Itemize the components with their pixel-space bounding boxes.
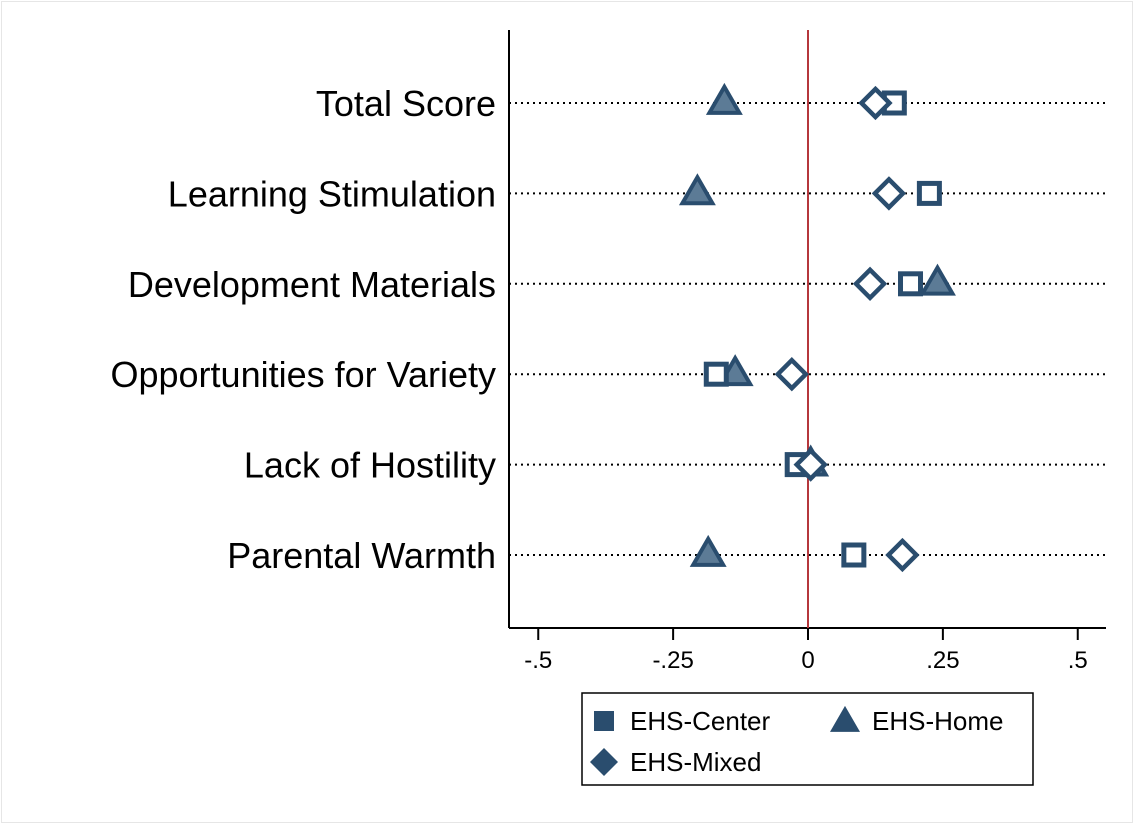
category-label: Opportunities for Variety	[110, 354, 496, 395]
category-label: Learning Stimulation	[168, 173, 496, 214]
x-tick-label: .25	[926, 647, 959, 674]
marker-diamond-ehs-mixed	[774, 357, 809, 392]
marker-square-ehs-center	[898, 271, 924, 297]
marker-triangle-ehs-home	[705, 82, 743, 115]
legend-label: EHS-Mixed	[630, 747, 761, 777]
marker-triangle-ehs-home	[689, 534, 727, 567]
marker-square-ehs-center	[703, 361, 729, 387]
legend-label: EHS-Center	[630, 706, 770, 736]
legend-square-icon	[594, 711, 614, 731]
x-tick-label: -.25	[652, 647, 693, 674]
marker-diamond-ehs-mixed	[871, 176, 907, 211]
category-labels: Total Score Learning Stimulation Developme…	[110, 83, 496, 576]
x-axis-ticks: -.5 -.25 0 .25 .5	[524, 628, 1088, 674]
legend-box	[581, 692, 1034, 786]
x-tick-label: -.5	[524, 647, 552, 674]
legend-label: EHS-Home	[872, 706, 1003, 736]
marker-triangle-ehs-home	[919, 263, 956, 296]
marker-diamond-ehs-mixed	[852, 266, 888, 301]
marker-triangle-ehs-home	[678, 173, 716, 206]
category-label: Lack of Hostility	[244, 445, 496, 486]
marker-square-ehs-center	[916, 180, 942, 206]
legend: EHS-Center EHS-Home EHS-Mixed	[581, 692, 1034, 786]
marker-square-ehs-center	[841, 542, 867, 568]
marker-diamond-ehs-mixed	[858, 85, 893, 121]
x-tick-label: 0	[801, 647, 814, 674]
category-label: Development Materials	[128, 264, 496, 305]
marker-diamond-ehs-mixed	[793, 447, 828, 482]
x-tick-label: .5	[1068, 647, 1088, 674]
legend-diamond-icon	[590, 748, 618, 776]
marker-diamond-ehs-mixed	[885, 537, 920, 573]
category-label: Parental Warmth	[227, 535, 496, 576]
legend-triangle-icon	[830, 705, 860, 732]
data-markers	[678, 82, 956, 573]
category-label: Total Score	[316, 83, 496, 124]
